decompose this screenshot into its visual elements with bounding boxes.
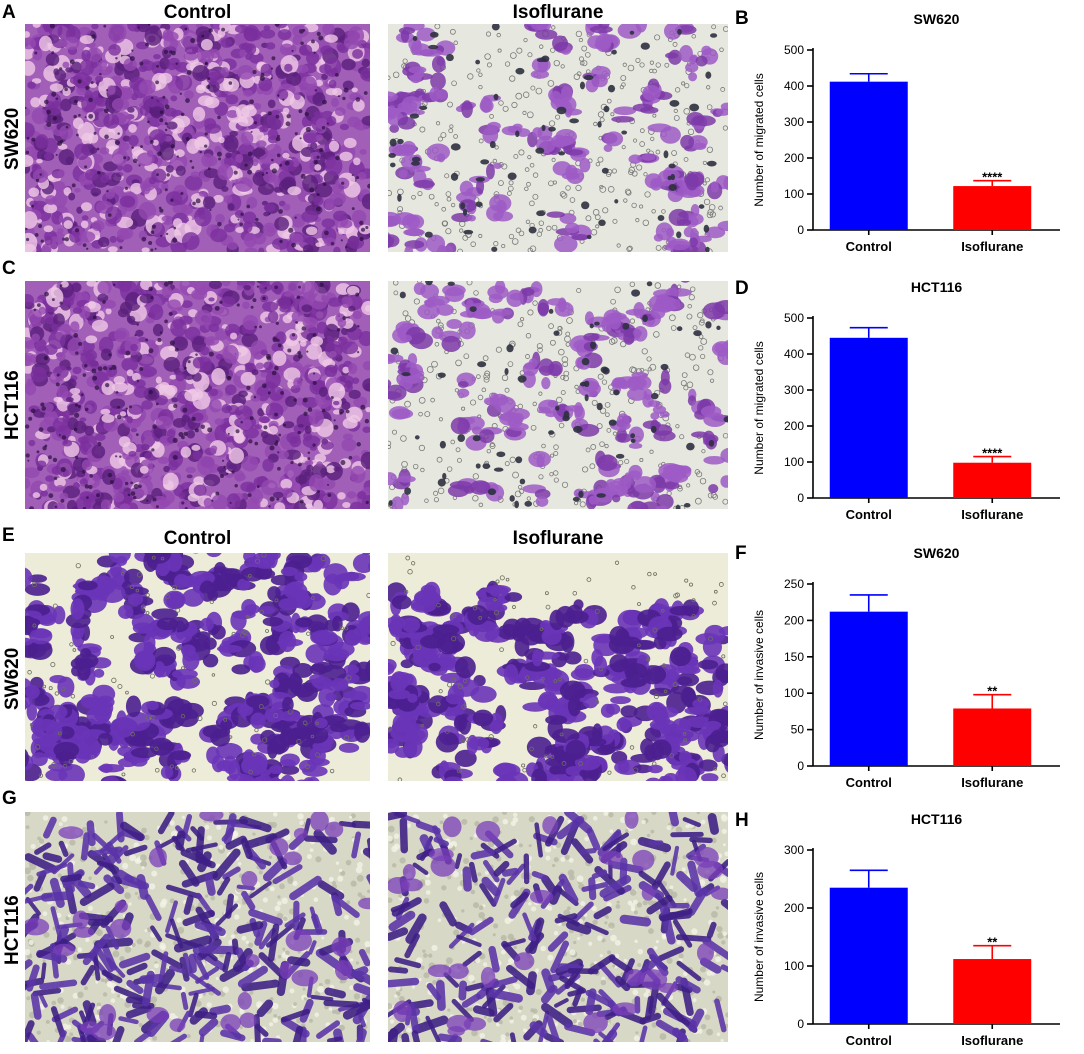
- chart-f: SW620 Number of invasive cells 0 50 100 150 20…: [745, 544, 1080, 796]
- y-tick-label: 0: [797, 1017, 804, 1031]
- y-tick-label: 150: [784, 650, 804, 664]
- row-label-hct116-migration: HCT116: [2, 370, 23, 440]
- y-axis-label: Number of invasive cells: [752, 610, 766, 740]
- panel-label-b: B: [735, 8, 749, 29]
- panel-label-g: G: [2, 788, 17, 809]
- bar-control: [829, 81, 908, 231]
- x-tick-label: Isoflurane: [961, 507, 1023, 522]
- y-tick-label: 50: [791, 723, 805, 737]
- row-label-sw620-migration: SW620: [2, 107, 23, 170]
- col-title-control-invasion: Control: [163, 528, 232, 549]
- y-axis-label: Number of invasive cells: [752, 872, 766, 1002]
- x-tick-label: Isoflurane: [961, 239, 1023, 254]
- micrograph-sw620-isoflurane-migration: [388, 24, 728, 252]
- y-tick-label: 500: [784, 311, 804, 325]
- significance-marker: ****: [982, 170, 1003, 185]
- x-tick-label: Isoflurane: [961, 775, 1023, 790]
- micrograph-sw620-isoflurane-invasion: [388, 553, 728, 781]
- bar-control: [829, 337, 908, 498]
- y-tick-label: 400: [784, 347, 804, 361]
- micrograph-sw620-control-invasion: [25, 553, 370, 781]
- x-tick-label: Isoflurane: [961, 1033, 1023, 1048]
- chart-b: SW620 Number of migrated cells 0 100 200 300 4…: [745, 10, 1080, 260]
- y-tick-label: 250: [784, 577, 804, 591]
- panel-label-h: H: [735, 810, 749, 831]
- chart-title: HCT116: [911, 279, 963, 295]
- panel-label-c: C: [2, 258, 16, 279]
- x-tick-label: Control: [846, 775, 892, 790]
- micrograph-hct116-control-migration: [25, 281, 370, 509]
- significance-marker: ****: [982, 446, 1003, 461]
- bar-isoflurane: [953, 462, 1032, 498]
- chart-svg: HCT116 Number of invasive cells 0 100 200 300…: [752, 811, 1060, 1048]
- y-tick-label: 100: [784, 686, 804, 700]
- chart-title: SW620: [914, 11, 960, 27]
- y-tick-label: 200: [784, 901, 804, 915]
- y-tick-label: 300: [784, 383, 804, 397]
- col-title-isoflurane-invasion: Isoflurane: [512, 528, 604, 549]
- bar-isoflurane: [953, 708, 1032, 766]
- bar-isoflurane: [953, 959, 1032, 1024]
- y-tick-label: 100: [784, 455, 804, 469]
- panel-label-e: E: [2, 525, 15, 546]
- y-tick-label: 400: [784, 79, 804, 93]
- x-tick-label: Control: [846, 507, 892, 522]
- chart-svg: SW620 Number of invasive cells 0 50 100 150 20…: [752, 545, 1060, 790]
- chart-svg: SW620 Number of migrated cells 0 100 200 300 4…: [752, 11, 1060, 254]
- panel-label-f: F: [735, 543, 747, 564]
- y-tick-label: 300: [784, 843, 804, 857]
- row-label-hct116-invasion: HCT116: [2, 895, 23, 965]
- y-tick-label: 200: [784, 613, 804, 627]
- chart-d: HCT116 Number of migrated cells 0 100 200 300…: [745, 278, 1080, 528]
- bar-control: [829, 887, 908, 1024]
- y-tick-label: 300: [784, 115, 804, 129]
- y-axis-label: Number of migrated cells: [752, 73, 766, 206]
- y-tick-label: 100: [784, 959, 804, 973]
- y-tick-label: 200: [784, 151, 804, 165]
- row-label-sw620-invasion: SW620: [2, 647, 23, 710]
- y-tick-label: 0: [797, 223, 804, 237]
- chart-h: HCT116 Number of invasive cells 0 100 200 300…: [745, 810, 1080, 1054]
- x-tick-label: Control: [846, 1033, 892, 1048]
- col-title-control-migration: Control: [163, 2, 232, 23]
- micrograph-sw620-control-migration: [25, 24, 370, 252]
- micrograph-hct116-control-invasion: [25, 812, 370, 1042]
- x-tick-label: Control: [846, 239, 892, 254]
- y-tick-label: 200: [784, 419, 804, 433]
- y-axis-label: Number of migrated cells: [752, 341, 766, 474]
- chart-title: HCT116: [911, 811, 963, 827]
- col-title-isoflurane-migration: Isoflurane: [512, 2, 604, 23]
- micrograph-hct116-isoflurane-invasion: [388, 812, 728, 1042]
- bar-control: [829, 611, 908, 766]
- y-tick-label: 0: [797, 759, 804, 773]
- y-tick-label: 500: [784, 43, 804, 57]
- y-tick-label: 100: [784, 187, 804, 201]
- significance-marker: **: [987, 935, 998, 950]
- significance-marker: **: [987, 684, 998, 699]
- micrograph-hct116-isoflurane-migration: [388, 281, 728, 509]
- chart-title: SW620: [914, 545, 960, 561]
- y-tick-label: 0: [797, 491, 804, 505]
- panel-label-a: A: [2, 2, 16, 23]
- panel-label-d: D: [735, 278, 749, 299]
- bar-isoflurane: [953, 186, 1032, 230]
- chart-svg: HCT116 Number of migrated cells 0 100 200 300…: [752, 279, 1060, 522]
